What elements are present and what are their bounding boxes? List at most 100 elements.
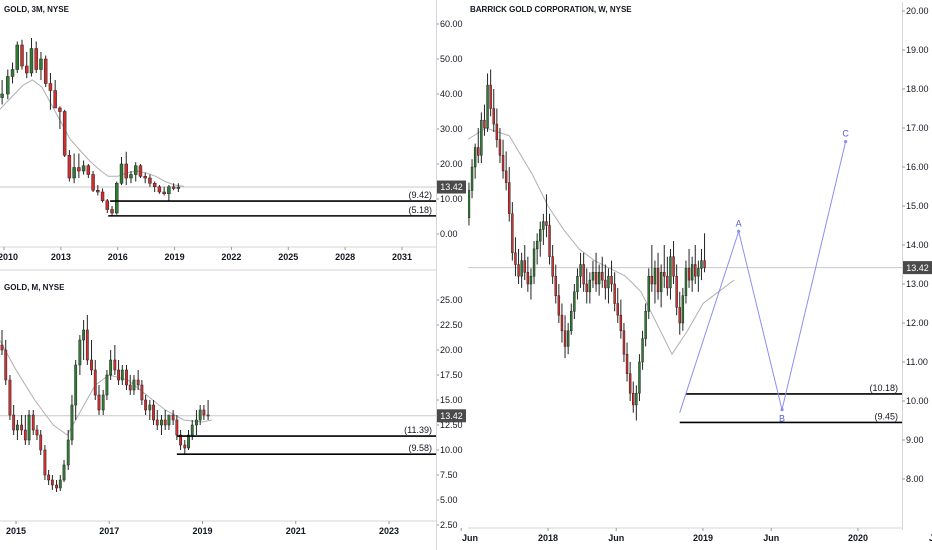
- x-tick-label: Jun: [763, 533, 779, 543]
- y-tick-label: 17.50: [440, 370, 463, 380]
- candle-body: [486, 84, 489, 129]
- candle-body: [594, 272, 598, 285]
- candle-body: [6, 76, 10, 95]
- candle-body: [4, 349, 8, 381]
- candle-body: [641, 338, 644, 363]
- candle-body: [70, 404, 74, 441]
- candle-body: [666, 275, 669, 289]
- candle-body: [58, 479, 62, 489]
- candle-body: [588, 279, 592, 293]
- y-tick-label: 40.00: [440, 89, 463, 99]
- candle-body: [551, 256, 554, 277]
- candle-body: [110, 209, 114, 214]
- candle-body: [81, 165, 86, 172]
- candle-body: [473, 147, 477, 168]
- plot-area: [468, 69, 902, 421]
- y-tick-label: 12.00: [906, 318, 929, 328]
- x-tick-label: 2017: [99, 526, 119, 536]
- candle-body: [39, 434, 43, 451]
- candle-body: [29, 48, 34, 74]
- candle-body: [190, 424, 194, 436]
- candle-body: [644, 311, 647, 339]
- candle-body: [0, 344, 4, 351]
- y-tick-label: 10.00: [440, 194, 463, 204]
- y-tick-label: 50.00: [440, 54, 463, 64]
- candle-body: [669, 256, 672, 289]
- candle-body: [162, 191, 166, 194]
- x-tick-label: 2018: [538, 533, 558, 543]
- x-tick-label: 2023: [379, 526, 399, 536]
- candle-body: [155, 419, 159, 426]
- y-tick-label: 5.00: [440, 495, 458, 505]
- candle-body: [74, 364, 78, 406]
- candle-body: [619, 314, 623, 332]
- wave-point-marker: [844, 140, 848, 144]
- x-tick-label: Jun: [462, 533, 478, 543]
- candle-body: [591, 272, 595, 281]
- candle-body: [610, 275, 613, 285]
- y-tick-label: 13.00: [906, 279, 929, 289]
- candle-body: [520, 260, 523, 277]
- candle-body: [12, 414, 16, 431]
- candle-body: [495, 123, 499, 140]
- candle-body: [119, 163, 124, 184]
- gold-m-title: GOLD, M, NYSE: [4, 283, 65, 292]
- candle-body: [539, 229, 542, 242]
- x-tick-label: 2016: [108, 252, 128, 262]
- candle-body: [672, 256, 675, 277]
- candle-body: [27, 414, 31, 441]
- candle-body: [91, 174, 95, 191]
- last-price-label: 13.42: [440, 411, 463, 421]
- candle-body: [570, 311, 573, 332]
- abc-wave-projection: [679, 141, 847, 413]
- last-price-tag: [437, 180, 466, 194]
- candle-body: [93, 369, 97, 396]
- candle-body: [144, 399, 148, 411]
- y-tick-label: 14.00: [906, 240, 929, 250]
- wave-point-marker: [737, 229, 741, 233]
- candle-body: [607, 275, 610, 289]
- candle-body: [167, 186, 171, 194]
- candle-body: [632, 392, 635, 406]
- candle-body: [477, 147, 480, 156]
- support-level-label: (9.42): [408, 190, 432, 200]
- y-tick-label: 22.50: [440, 320, 463, 330]
- candle-body: [492, 108, 495, 125]
- candle-body: [48, 83, 53, 91]
- candle-body: [129, 174, 133, 179]
- candle-body: [582, 264, 585, 285]
- candle-body: [604, 279, 607, 289]
- candle-body: [195, 419, 198, 426]
- candle-body: [157, 186, 162, 193]
- candle-body: [78, 339, 82, 366]
- candle-body: [703, 260, 706, 268]
- x-tick-label: 2015: [6, 526, 26, 536]
- candle-body: [15, 424, 19, 431]
- candle-body: [601, 272, 604, 281]
- candle-body: [206, 414, 210, 417]
- x-tick-label: 2019: [192, 526, 212, 536]
- candle-body: [125, 369, 128, 386]
- candle-body: [62, 464, 66, 481]
- candle-body: [483, 119, 486, 129]
- candle-body: [8, 379, 12, 416]
- candle-body: [20, 44, 24, 67]
- x-tick-label: 2019: [165, 252, 185, 262]
- candle-body: [489, 84, 492, 109]
- last-price-label: 13.42: [906, 263, 929, 273]
- barrick-w-title: BARRICK GOLD CORPORATION, W, NYSE: [470, 5, 632, 14]
- candle-body: [647, 275, 650, 312]
- moving-average-line: [0, 79, 185, 187]
- candle-body: [67, 155, 72, 179]
- candle-body: [597, 272, 601, 285]
- candle-body: [576, 275, 579, 293]
- candle-body: [678, 307, 681, 324]
- candle-body: [20, 424, 24, 431]
- y-tick-label: 15.00: [906, 201, 929, 211]
- candle-body: [523, 260, 526, 273]
- y-tick-label: 30.00: [440, 124, 463, 134]
- y-tick-label: 17.00: [906, 123, 929, 133]
- x-tick-label: Jul: [929, 533, 932, 543]
- candle-body: [140, 384, 144, 401]
- candle-body: [480, 119, 483, 156]
